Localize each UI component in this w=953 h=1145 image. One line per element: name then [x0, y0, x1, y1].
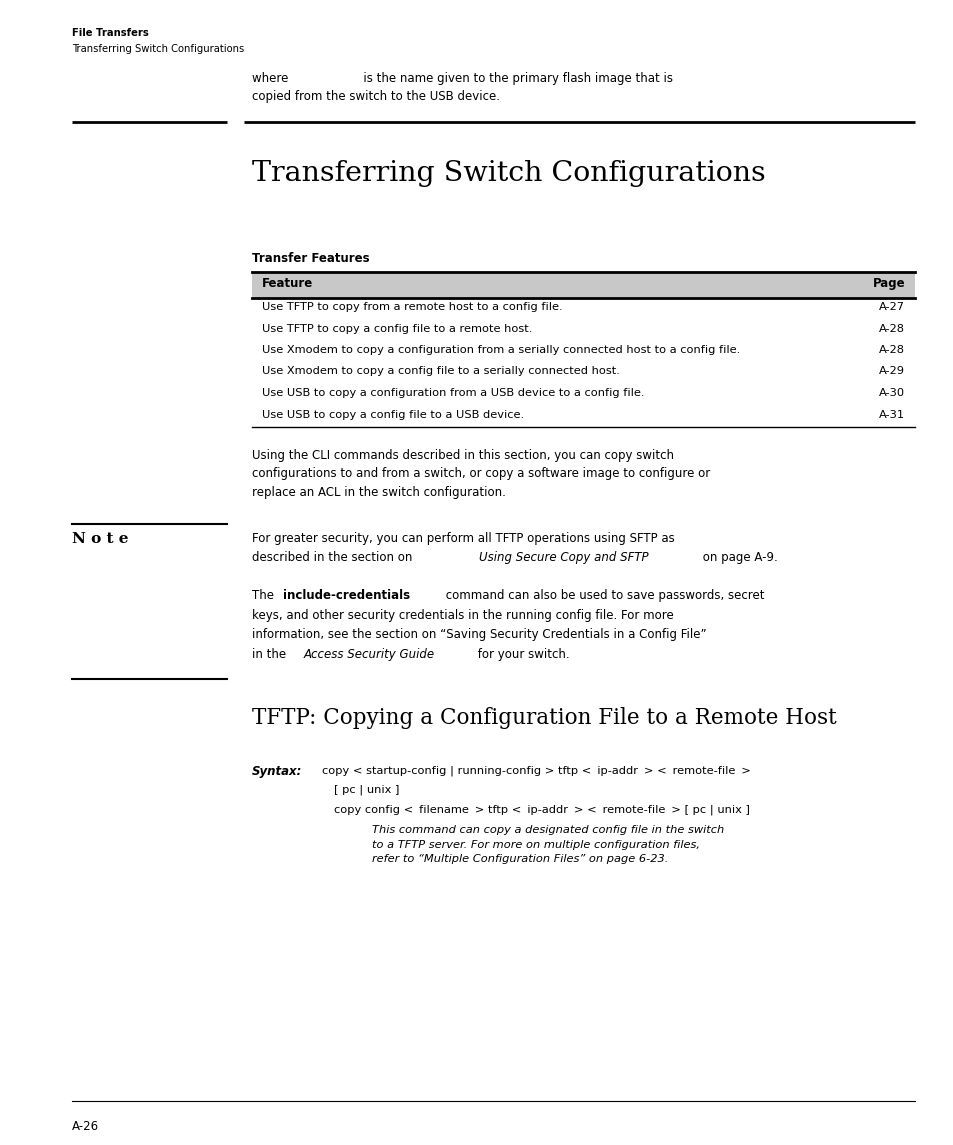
- Text: copied from the switch to the USB device.: copied from the switch to the USB device…: [252, 90, 499, 103]
- Text: A-28: A-28: [878, 345, 904, 355]
- Text: copy < startup-config | running-config > tftp <  ip-addr  > <  remote-file  >: copy < startup-config | running-config >…: [322, 765, 750, 775]
- Text: Transferring Switch Configurations: Transferring Switch Configurations: [252, 160, 765, 187]
- Text: A-27: A-27: [878, 302, 904, 311]
- Text: Use Xmodem to copy a configuration from a serially connected host to a config fi: Use Xmodem to copy a configuration from …: [262, 345, 740, 355]
- Text: Transferring Switch Configurations: Transferring Switch Configurations: [71, 44, 244, 54]
- Text: Feature: Feature: [262, 277, 313, 290]
- Text: [ pc | unix ]: [ pc | unix ]: [334, 784, 399, 795]
- Text: Page: Page: [871, 277, 904, 290]
- Text: A-31: A-31: [878, 410, 904, 419]
- Text: copy config <  filename  > tftp <  ip-addr  > <  remote-file  > [ pc | unix ]: copy config < filename > tftp < ip-addr …: [334, 804, 749, 814]
- Text: where                    is the name given to the primary flash image that is: where is the name given to the primary f…: [252, 72, 672, 85]
- Text: For greater security, you can perform all TFTP operations using SFTP as: For greater security, you can perform al…: [252, 531, 674, 545]
- Text: information, see the section on “Saving Security Credentials in a Config File”: information, see the section on “Saving …: [252, 627, 706, 641]
- Text: Use USB to copy a configuration from a USB device to a config file.: Use USB to copy a configuration from a U…: [262, 388, 644, 398]
- Text: include-credentials: include-credentials: [283, 589, 410, 602]
- Text: Use USB to copy a config file to a USB device.: Use USB to copy a config file to a USB d…: [262, 410, 523, 419]
- Text: A-26: A-26: [71, 1120, 99, 1134]
- Text: N o t e: N o t e: [71, 531, 129, 545]
- Text: in the: in the: [252, 648, 290, 661]
- Text: for your switch.: for your switch.: [474, 648, 569, 661]
- Text: A-29: A-29: [878, 366, 904, 377]
- Text: on page A-9.: on page A-9.: [699, 551, 777, 564]
- Text: Transfer Features: Transfer Features: [252, 252, 369, 264]
- Text: Using Secure Copy and SFTP: Using Secure Copy and SFTP: [478, 551, 648, 564]
- Bar: [252, 273, 914, 298]
- Text: File Transfers: File Transfers: [71, 27, 149, 38]
- Text: keys, and other security credentials in the running config file. For more: keys, and other security credentials in …: [252, 608, 673, 622]
- Text: This command can copy a designated config file in the switch
to a TFTP server. F: This command can copy a designated confi…: [372, 826, 723, 864]
- Text: Use TFTP to copy from a remote host to a config file.: Use TFTP to copy from a remote host to a…: [262, 302, 562, 311]
- Text: Access Security Guide: Access Security Guide: [304, 648, 435, 661]
- Text: TFTP: Copying a Configuration File to a Remote Host: TFTP: Copying a Configuration File to a …: [252, 706, 836, 729]
- Text: Using the CLI commands described in this section, you can copy switch
configurat: Using the CLI commands described in this…: [252, 449, 709, 498]
- Text: A-28: A-28: [878, 324, 904, 333]
- Text: Syntax:: Syntax:: [252, 765, 302, 777]
- Text: described in the section on: described in the section on: [252, 551, 416, 564]
- Text: Use Xmodem to copy a config file to a serially connected host.: Use Xmodem to copy a config file to a se…: [262, 366, 619, 377]
- Text: command can also be used to save passwords, secret: command can also be used to save passwor…: [441, 589, 763, 602]
- Text: Use TFTP to copy a config file to a remote host.: Use TFTP to copy a config file to a remo…: [262, 324, 532, 333]
- Text: A-30: A-30: [878, 388, 904, 398]
- Text: The: The: [252, 589, 277, 602]
